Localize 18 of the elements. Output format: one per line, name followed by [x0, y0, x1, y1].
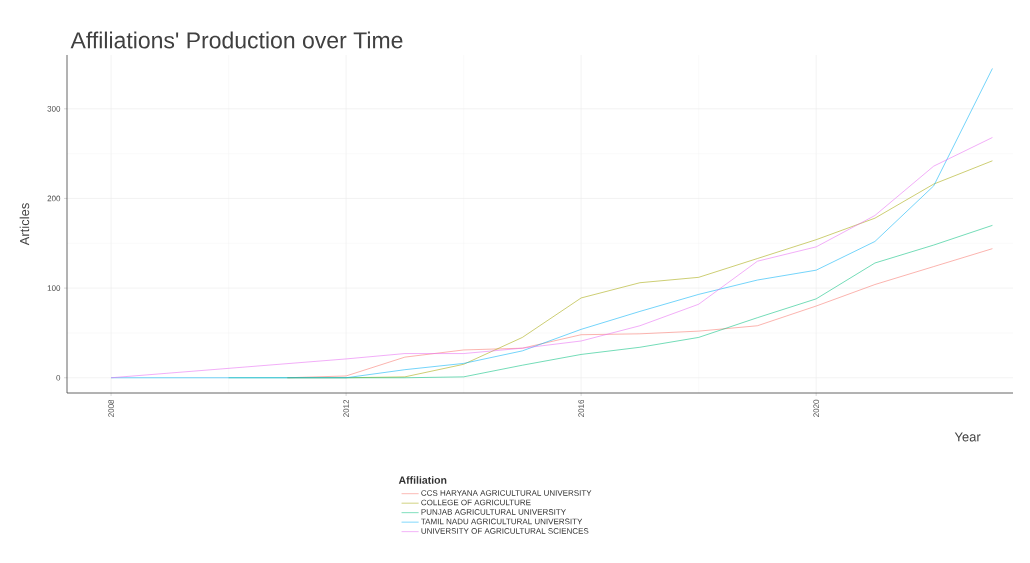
chart-title: Affiliations' Production over Time: [70, 31, 403, 49]
legend-title: Affiliation: [398, 476, 447, 484]
y-tick-label: 300: [47, 105, 61, 112]
y-tick-label: 200: [47, 195, 61, 202]
x-tick-label: 2008: [108, 399, 114, 417]
y-tick-label: 100: [47, 285, 61, 291]
x-tick-label: 2020: [813, 399, 819, 417]
x-tick-label: 2016: [578, 399, 584, 417]
legend-label: PUNJAB AGRICULTURAL UNIVERSITY: [421, 509, 566, 515]
y-axis-title: Articles: [19, 203, 30, 246]
line-series: [110, 137, 993, 379]
x-axis-title: Year: [954, 432, 981, 442]
legend-label: TAMIL NADU AGRICULTURAL UNIVERSITY: [421, 518, 583, 525]
legend-label: COLLEGE OF AGRICULTURE: [421, 499, 531, 506]
x-tick-label: 2012: [343, 399, 349, 417]
legend-label: UNIVERSITY OF AGRICULTURAL SCIENCES: [421, 528, 589, 534]
y-tick-label: 0: [56, 374, 61, 381]
legend-label: CCS HARYANA AGRICULTURAL UNIVERSITY: [421, 490, 592, 496]
